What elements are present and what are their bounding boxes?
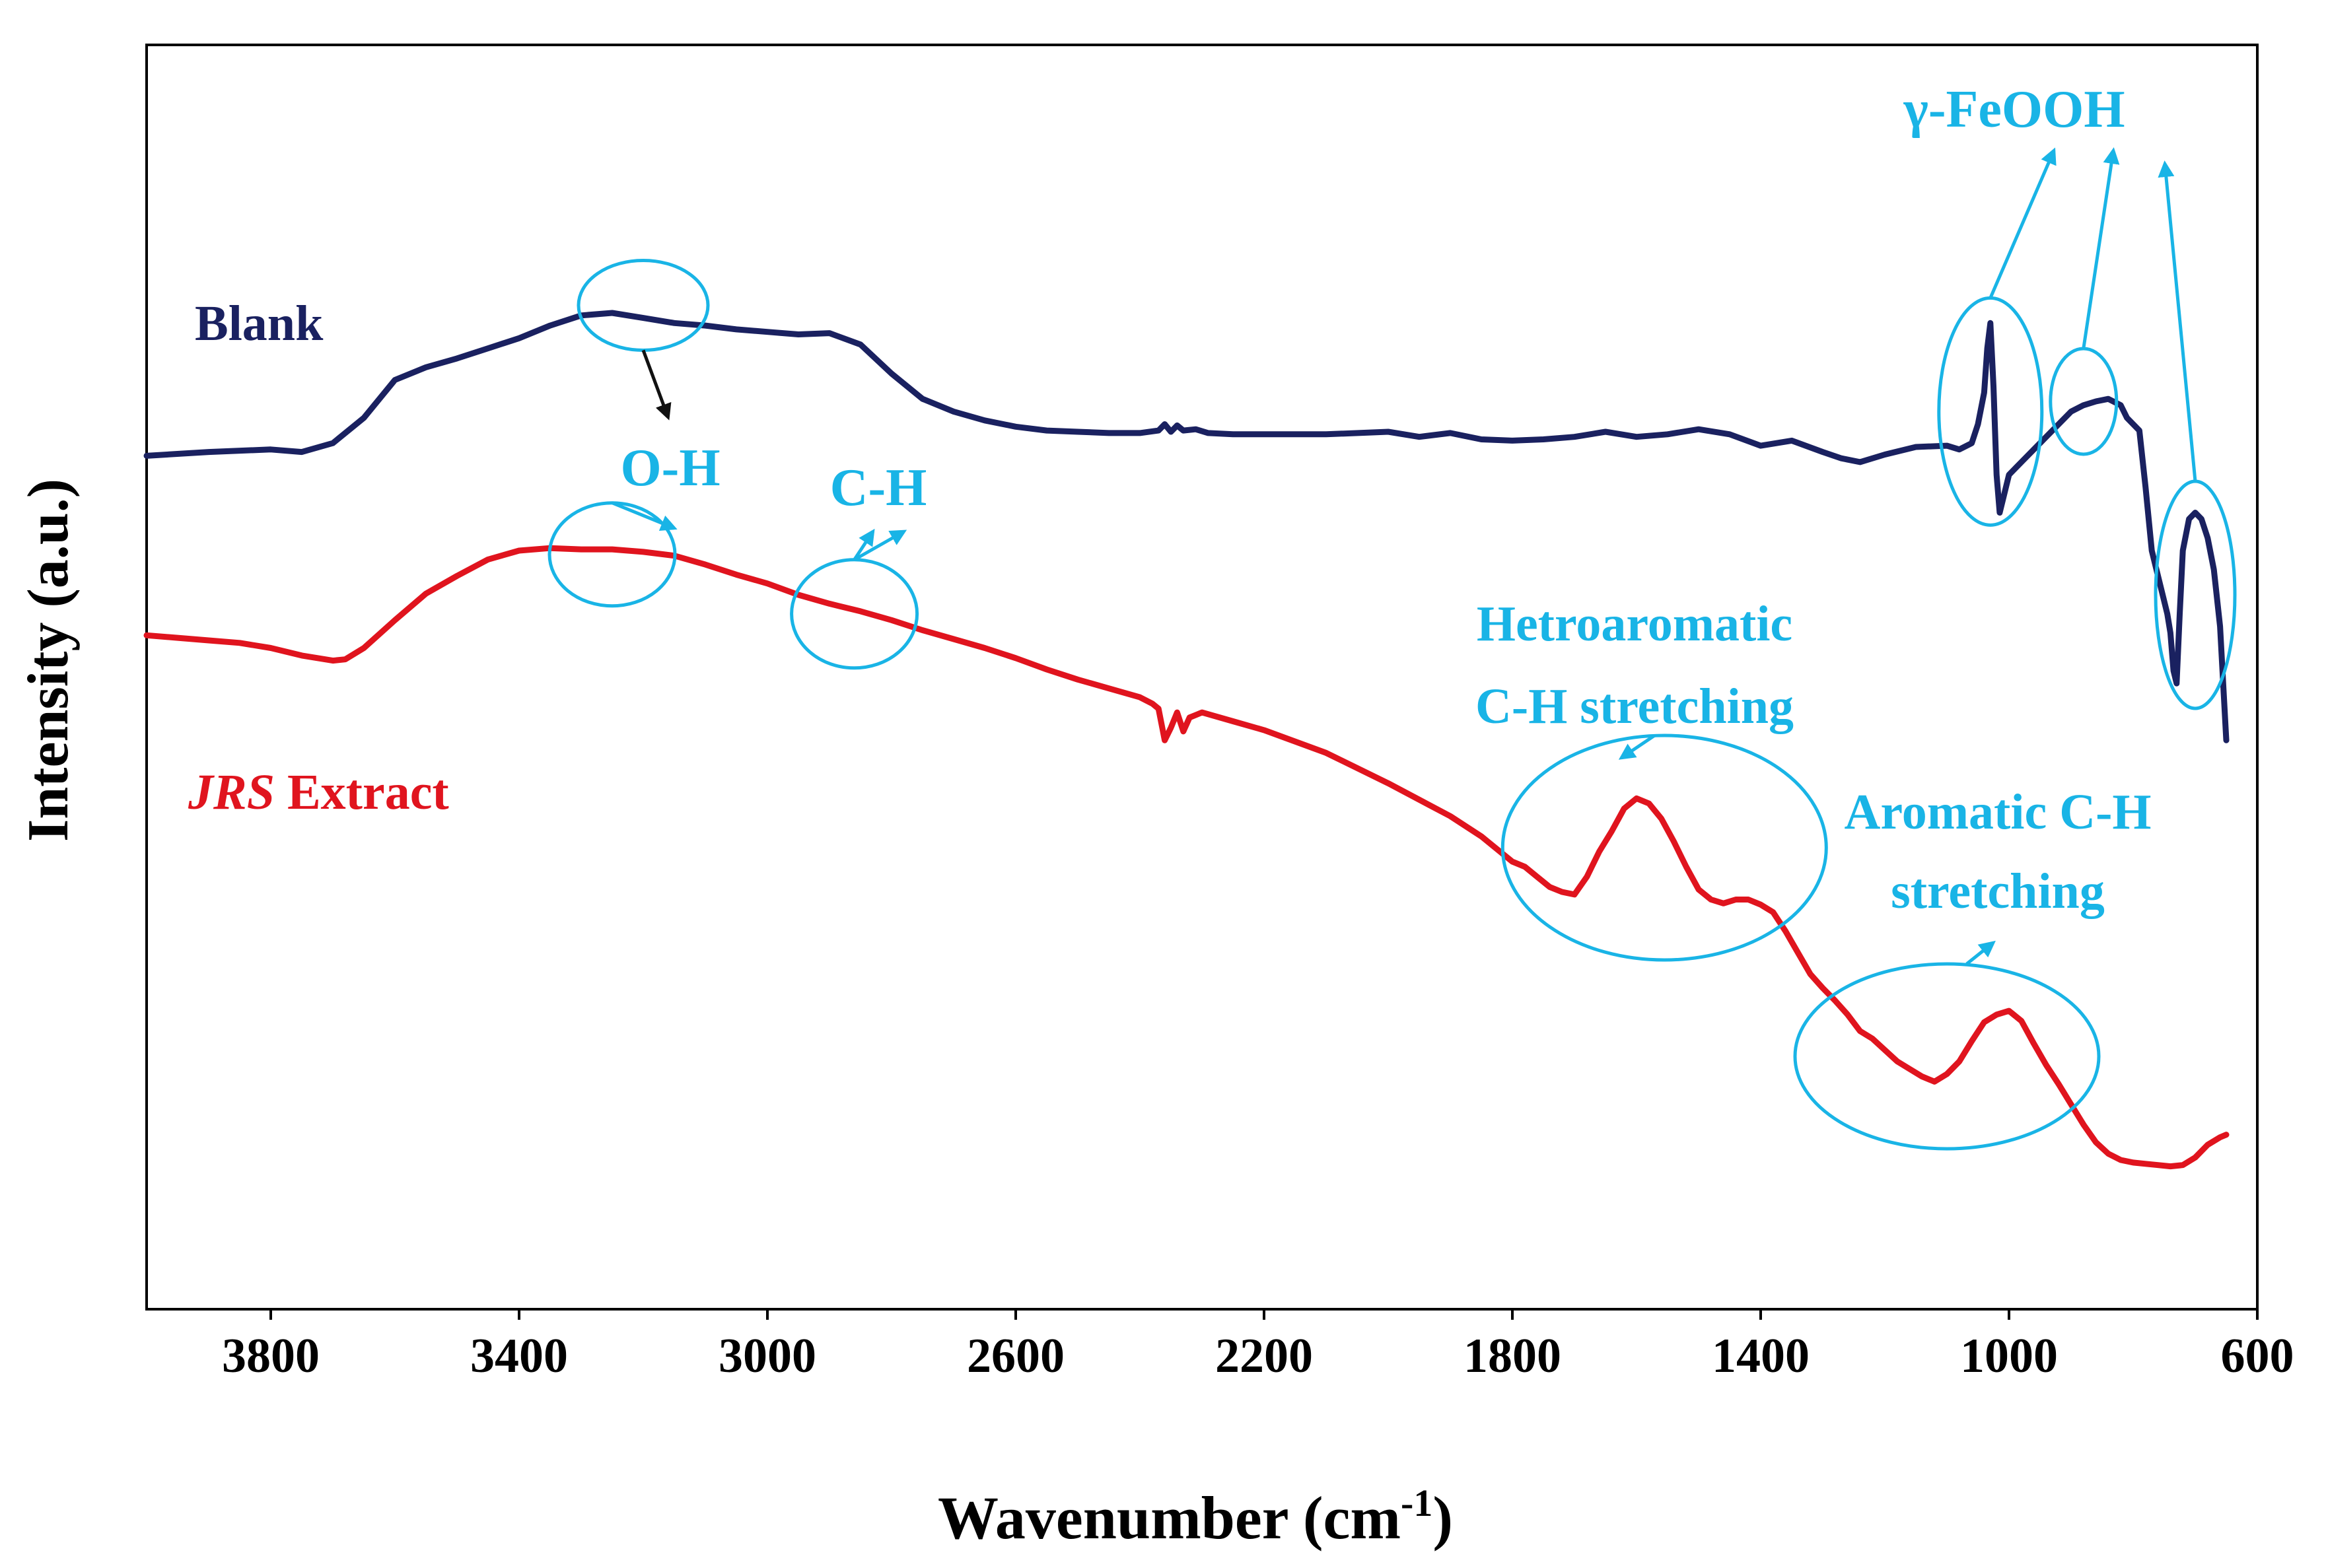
annotation-fe-ooh: γ-FeOOH	[1903, 81, 2125, 139]
arrow-fe-1	[1989, 147, 2057, 299]
series-layer	[143, 310, 2230, 1170]
x-tick-label-2600: 2600	[967, 1329, 1065, 1383]
series-label-jrs: JRS	[188, 765, 275, 820]
annotation-hetero-line1: Hetroaromatic	[1477, 596, 1792, 652]
arrow-aromatic	[1965, 940, 1996, 965]
plot-border	[145, 44, 2259, 1311]
x-axis-ticks: 3800 3400 3000 2600 2200 1800 1400 1000 600	[222, 1309, 2294, 1383]
plot-frame	[145, 44, 2259, 1311]
arrow-hetero	[1618, 733, 1656, 760]
ellipse-aromatic	[1793, 962, 2101, 1151]
x-axis-title-close: )	[1432, 1484, 1453, 1551]
x-axis-title: Wavenumber (cm-1)	[938, 1482, 1453, 1551]
arrow-fe-3	[2158, 160, 2197, 482]
x-tick-label-3000: 3000	[719, 1329, 816, 1383]
x-tick-label-1800: 1800	[1463, 1329, 1561, 1383]
x-tick-label-600: 600	[2221, 1329, 2294, 1383]
arrow-o-h-blank	[641, 349, 672, 421]
ellipse-o-h-blank	[577, 258, 710, 352]
ellipse-c-h-extract	[790, 558, 919, 670]
annotation-aromatic-line1: Aromatic C-H	[1844, 784, 2151, 840]
y-axis-title: Intensity (a.u.)	[17, 479, 81, 842]
x-tick-label-1000: 1000	[1960, 1329, 2058, 1383]
series-label-extract: Extract	[275, 765, 449, 820]
series-label-blank: Blank	[195, 296, 324, 351]
ellipse-hetero	[1500, 733, 1828, 962]
annotation-layer	[547, 147, 2237, 1151]
annotation-hetero-line2: C-H stretching	[1475, 679, 1794, 734]
arrow-o-h-extract	[612, 501, 678, 531]
annotation-c-h: C-H	[830, 459, 927, 517]
x-tick-label-3400: 3400	[470, 1329, 568, 1383]
series-line-jrs-extract	[143, 545, 2230, 1170]
series-line-blank	[143, 310, 2230, 743]
x-tick-label-3800: 3800	[222, 1329, 320, 1383]
x-axis-title-main: Wavenumber (cm	[938, 1484, 1401, 1551]
arrow-fe-2	[2082, 147, 2120, 349]
arrow-c-h-2	[853, 529, 907, 561]
arrow-c-h-1	[853, 528, 875, 561]
x-axis-title-sup: -1	[1401, 1482, 1432, 1524]
annotation-aromatic-line2: stretching	[1891, 864, 2105, 919]
x-tick-label-1400: 1400	[1712, 1329, 1810, 1383]
annotation-o-h: O-H	[620, 439, 720, 497]
series-label-jrs-extract: JRS Extract	[188, 765, 449, 820]
x-tick-label-2200: 2200	[1215, 1329, 1313, 1383]
